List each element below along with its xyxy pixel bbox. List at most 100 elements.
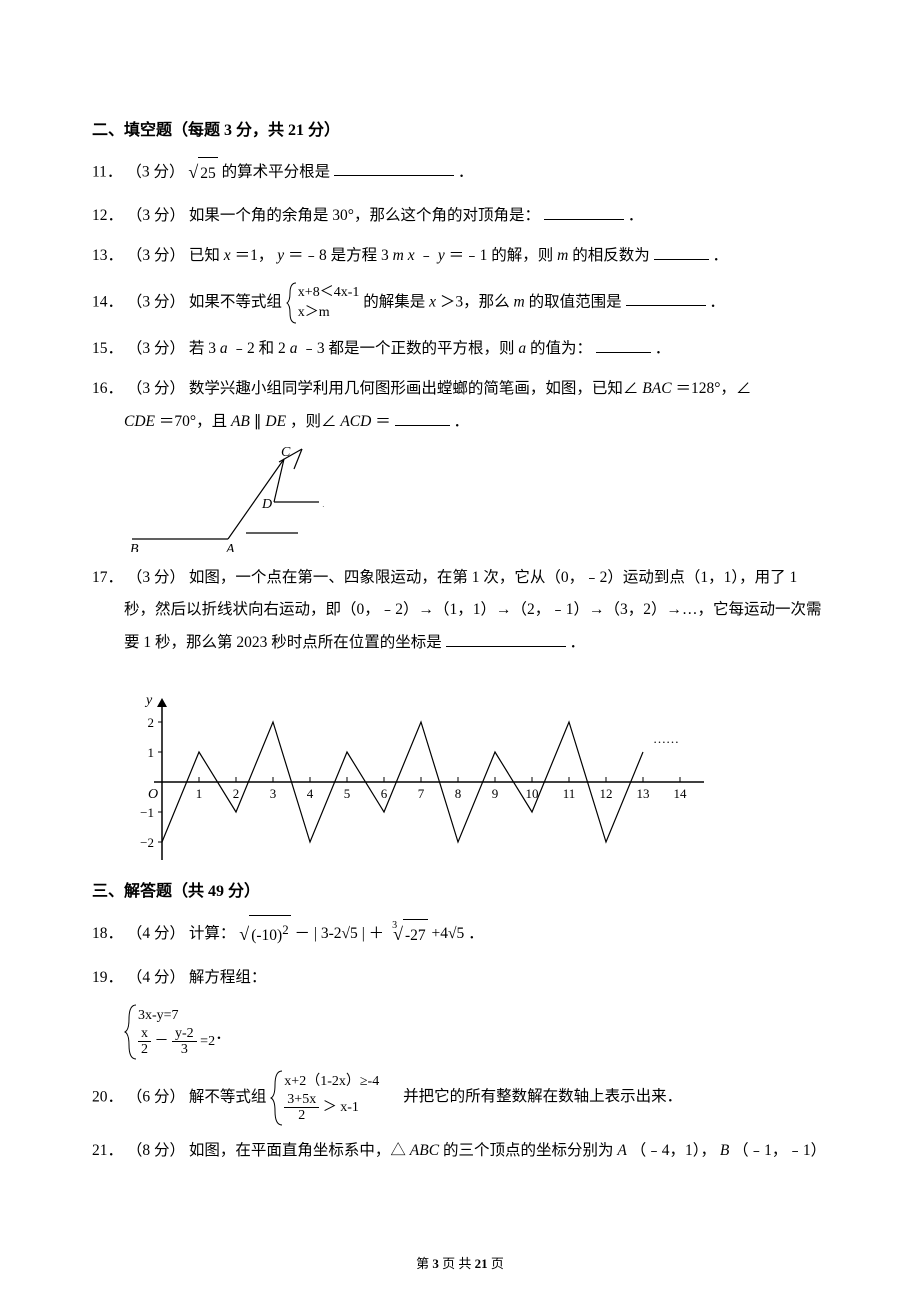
- q16-blank: [395, 410, 450, 426]
- q13-eq1: ＝1，: [235, 247, 274, 264]
- svg-text:1: 1: [196, 786, 203, 801]
- q14-gt: ＞3，那么: [440, 293, 514, 310]
- section-solve-header: 三、解答题（共 49 分）: [92, 877, 828, 901]
- q18-abs: 3-2√5: [321, 925, 358, 942]
- q20-label: 解不等式组: [189, 1088, 267, 1105]
- q19-row2: x2 － y-23 =2: [138, 1026, 215, 1058]
- q14-system: x+8＜4x-1 x＞m: [286, 281, 360, 325]
- svg-text:−2: −2: [140, 835, 154, 850]
- q13-m: m: [393, 247, 404, 264]
- q16-eqsign: ＝: [375, 413, 391, 430]
- q16-par: ∥: [254, 413, 262, 430]
- q12-blank: [544, 204, 624, 220]
- question-12: 12． （3 分） 如果一个角的余角是 30°，那么这个角的对顶角是： ．: [92, 200, 828, 233]
- q19-row1: 3x-y=7: [138, 1006, 215, 1026]
- q21-A: A: [617, 1142, 626, 1159]
- q17-num: 17．: [92, 569, 123, 586]
- q21-bcoord: （﹣1，﹣1）: [733, 1142, 826, 1159]
- question-18: 18． （4 分） 计算： √(-10)2 － | 3-2√5 | ＋ 3√-2…: [92, 915, 828, 954]
- q13-pts: （3 分）: [127, 247, 185, 264]
- q17-figure: −2−1121234567891011121314Oyx……: [124, 667, 828, 867]
- question-15: 15． （3 分） 若 3 a ﹣2 和 2 a ﹣3 都是一个正数的平方根，则…: [92, 333, 828, 366]
- q16-de: DE: [265, 413, 286, 430]
- q19-pts: （4 分）: [127, 969, 185, 986]
- q21-B: B: [720, 1142, 729, 1159]
- q12-body: 如果一个角的余角是 30°，那么这个角的对顶角是：: [189, 207, 540, 224]
- q13-num: 13．: [92, 247, 123, 264]
- q17-line3: 要 1 秒，那么第 2023 秒时点所在位置的坐标是: [124, 634, 442, 651]
- q14-tail: 的取值范围是: [529, 293, 622, 310]
- q14-pts: （3 分）: [127, 293, 185, 310]
- svg-text:3: 3: [270, 786, 277, 801]
- question-14: 14． （3 分） 如果不等式组 x+8＜4x-1 x＞m 的解集是 x ＞3，…: [92, 281, 828, 325]
- q20-tail: 并把它的所有整数解在数轴上表示出来．: [403, 1088, 682, 1105]
- q18-minus1: －: [295, 925, 311, 942]
- q19-period: ．: [215, 1020, 231, 1044]
- q21-body2: 的三个顶点的坐标分别为: [443, 1142, 617, 1159]
- question-16: 16． （3 分） 数学兴趣小组同学利用几何图形画出螳螂的简笔画，如图，已知∠ …: [92, 373, 828, 438]
- q17-pts: （3 分）: [127, 569, 185, 586]
- q16-bac: BAC: [642, 380, 671, 397]
- q13-y: y: [277, 247, 284, 264]
- q15-blank: [596, 337, 651, 353]
- q17-blank: [446, 631, 566, 647]
- q13-tail: 的相反数为: [572, 247, 650, 264]
- zigzag-chart: −2−1121234567891011121314Oyx……: [124, 667, 704, 867]
- svg-text:10: 10: [526, 786, 539, 801]
- q18-label: 计算：: [189, 925, 236, 942]
- q15-num: 15．: [92, 340, 123, 357]
- question-17: 17． （3 分） 如图，一个点在第一、四象限运动，在第 1 次，它从（0，﹣2…: [92, 562, 828, 660]
- q16-b: ，则∠: [290, 413, 337, 430]
- svg-text:E: E: [322, 496, 324, 511]
- q11-num: 11．: [92, 163, 122, 180]
- q11-tail: 的算术平分根是: [222, 163, 331, 180]
- svg-text:9: 9: [492, 786, 499, 801]
- q14-row2: x＞m: [298, 303, 360, 323]
- q16-period: ．: [453, 413, 469, 430]
- q20-row2: 3+5x2 ＞ x-1: [284, 1092, 379, 1124]
- q18-period: ．: [468, 925, 484, 942]
- svg-text:5: 5: [344, 786, 351, 801]
- svg-text:C: C: [281, 447, 291, 460]
- q13-dash: ﹣: [418, 247, 434, 264]
- brace-icon: [270, 1069, 284, 1127]
- q16-eq2: ＝70°，且: [159, 413, 231, 430]
- q14-row1: x+8＜4x-1: [298, 283, 360, 303]
- q13-blank: [654, 245, 709, 261]
- q13-a: 已知: [189, 247, 224, 264]
- sqrt-25: √25: [188, 154, 217, 192]
- svg-text:y: y: [144, 693, 153, 708]
- q13-eq3: ＝﹣1 的解，则: [449, 247, 558, 264]
- page-footer: 第 3 页 共 21 页: [0, 1253, 920, 1272]
- svg-text:13: 13: [637, 786, 650, 801]
- q14-a: 如果不等式组: [189, 293, 282, 310]
- question-19: 19． （4 分） 解方程组：: [92, 962, 828, 995]
- svg-text:7: 7: [418, 786, 425, 801]
- q18-sqrt: √(-10)2: [239, 915, 290, 954]
- svg-text:12: 12: [600, 786, 613, 801]
- q15-b: ﹣3 都是一个正数的平方根，则: [301, 340, 518, 357]
- q21-abc: ABC: [410, 1142, 439, 1159]
- svg-text:O: O: [148, 787, 158, 802]
- q18-num: 18．: [92, 925, 123, 942]
- q18-pts: （4 分）: [127, 925, 185, 942]
- q12-period: ．: [628, 207, 644, 224]
- q14-b: 的解集是: [363, 293, 429, 310]
- svg-text:6: 6: [381, 786, 388, 801]
- mantis-diagram: BACDE: [124, 447, 324, 552]
- q20-pts: （6 分）: [127, 1088, 185, 1105]
- q20-row1: x+2（1-2x）≥-4: [284, 1072, 379, 1092]
- q13-x2: x: [408, 247, 415, 264]
- svg-text:2: 2: [148, 715, 155, 730]
- q13-period: ．: [712, 247, 728, 264]
- question-21: 21． （8 分） 如图，在平面直角坐标系中，△ ABC 的三个顶点的坐标分别为…: [92, 1135, 828, 1168]
- question-20: 20． （6 分） 解不等式组 x+2（1-2x）≥-4 3+5x2 ＞ x-1…: [92, 1069, 828, 1127]
- q13-m2: m: [557, 247, 568, 264]
- q17-line2: 秒，然后以折线状向右运动，即（0，﹣2）→（1，1）→（2，﹣1）→（3，2）→…: [92, 594, 828, 627]
- q17-period: ．: [570, 634, 586, 651]
- q15-avar3: a: [518, 340, 526, 357]
- question-13: 13． （3 分） 已知 x ＝1， y ＝﹣8 是方程 3 m x ﹣ y ＝…: [92, 240, 828, 273]
- q19-label: 解方程组：: [189, 969, 267, 986]
- q11-pts: （3 分）: [126, 163, 184, 180]
- svg-text:11: 11: [563, 786, 576, 801]
